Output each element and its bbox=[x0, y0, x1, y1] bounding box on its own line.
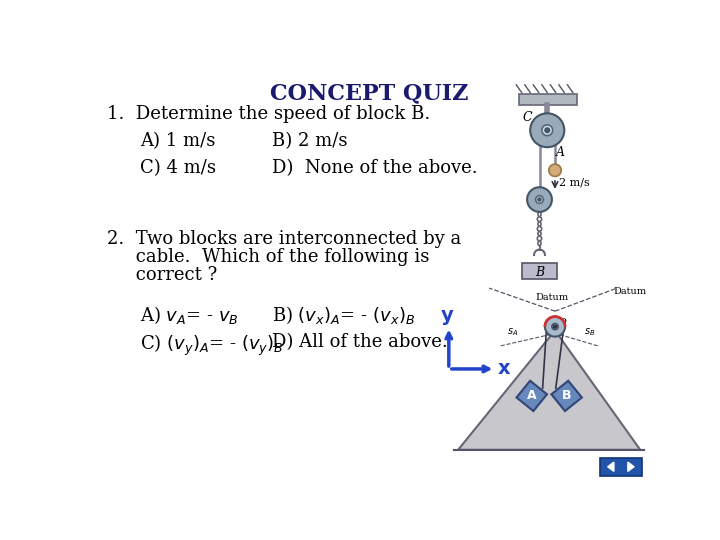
Polygon shape bbox=[552, 381, 582, 411]
Text: 1.  Determine the speed of block B.: 1. Determine the speed of block B. bbox=[107, 105, 431, 123]
Text: C: C bbox=[544, 318, 552, 327]
Text: D: D bbox=[558, 318, 566, 327]
Text: C) 4 m/s: C) 4 m/s bbox=[140, 159, 217, 177]
FancyBboxPatch shape bbox=[518, 94, 577, 105]
Text: A: A bbox=[556, 146, 564, 159]
Circle shape bbox=[554, 325, 557, 328]
Circle shape bbox=[536, 195, 544, 204]
Circle shape bbox=[542, 125, 553, 136]
Text: C) $(v_y)_A$= - $(v_y)_B$: C) $(v_y)_A$= - $(v_y)_B$ bbox=[140, 333, 284, 358]
Text: B) $(v_x)_A$= - $(v_x)_B$: B) $(v_x)_A$= - $(v_x)_B$ bbox=[272, 303, 415, 326]
Text: A: A bbox=[527, 389, 536, 402]
Text: A) 1 m/s: A) 1 m/s bbox=[140, 132, 216, 151]
Circle shape bbox=[552, 323, 558, 330]
Text: Datum: Datum bbox=[536, 293, 569, 302]
Text: correct ?: correct ? bbox=[107, 266, 217, 284]
Text: B: B bbox=[562, 389, 572, 402]
Circle shape bbox=[530, 113, 564, 147]
Text: C: C bbox=[523, 111, 532, 124]
Text: O: O bbox=[547, 327, 555, 336]
Polygon shape bbox=[458, 330, 640, 450]
Polygon shape bbox=[628, 462, 634, 471]
Text: A) $v_A$= - $v_B$: A) $v_A$= - $v_B$ bbox=[140, 303, 239, 326]
Polygon shape bbox=[516, 381, 547, 411]
Text: $s_A$: $s_A$ bbox=[507, 326, 518, 338]
Circle shape bbox=[545, 128, 549, 132]
Text: y: y bbox=[441, 306, 454, 325]
Text: Datum: Datum bbox=[613, 287, 647, 296]
Circle shape bbox=[527, 187, 552, 212]
Text: 2.  Two blocks are interconnected by a: 2. Two blocks are interconnected by a bbox=[107, 231, 462, 248]
FancyBboxPatch shape bbox=[523, 264, 557, 279]
Text: B) 2 m/s: B) 2 m/s bbox=[272, 132, 348, 151]
Text: 2 m/s: 2 m/s bbox=[559, 178, 590, 188]
Text: cable.  Which of the following is: cable. Which of the following is bbox=[107, 248, 429, 266]
Text: B: B bbox=[535, 266, 544, 279]
Circle shape bbox=[545, 316, 565, 336]
Text: D) All of the above.: D) All of the above. bbox=[272, 333, 448, 351]
Text: $s_B$: $s_B$ bbox=[584, 326, 595, 338]
Text: D)  None of the above.: D) None of the above. bbox=[272, 159, 478, 177]
FancyBboxPatch shape bbox=[600, 457, 642, 476]
Polygon shape bbox=[608, 462, 614, 471]
Text: x: x bbox=[498, 359, 510, 379]
Text: CONCEPT QUIZ: CONCEPT QUIZ bbox=[270, 82, 468, 104]
Circle shape bbox=[549, 164, 561, 177]
Circle shape bbox=[538, 198, 541, 201]
